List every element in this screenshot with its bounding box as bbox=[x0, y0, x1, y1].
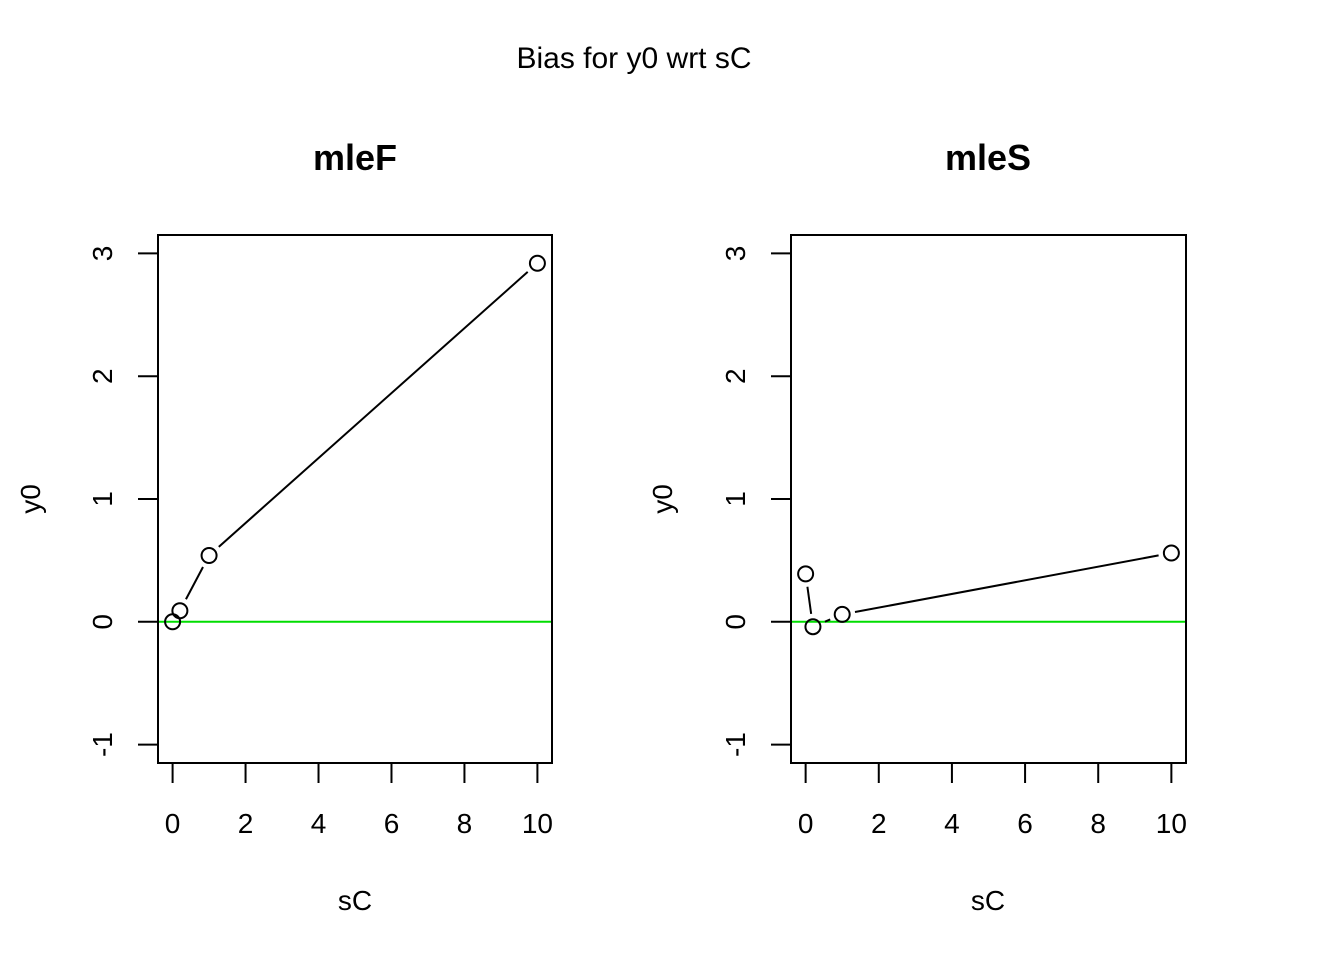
x-tick-label: 2 bbox=[238, 808, 254, 839]
series-segment bbox=[824, 618, 831, 623]
plot-marks bbox=[158, 254, 552, 631]
y-axis-label: y0 bbox=[15, 484, 46, 514]
y-axis-label: y0 bbox=[647, 484, 678, 514]
y-tick-label: 2 bbox=[720, 368, 751, 384]
x-tick-label: 4 bbox=[311, 808, 327, 839]
x-axis-label: sC bbox=[338, 885, 372, 916]
data-point bbox=[804, 618, 822, 636]
panel-mleF: mleF sC y0 0 2 4 6 8 10 -1 0 1 2 3 bbox=[15, 137, 553, 916]
series-segment bbox=[218, 271, 529, 548]
x-tick-label: 6 bbox=[1017, 808, 1033, 839]
panel-title: mleS bbox=[945, 137, 1031, 178]
plot-frame bbox=[157, 234, 553, 764]
data-point bbox=[833, 605, 851, 623]
x-tick-label: 2 bbox=[871, 808, 887, 839]
y-tick-label: -1 bbox=[87, 732, 118, 757]
data-point bbox=[797, 565, 815, 583]
x-axis-label: sC bbox=[971, 885, 1005, 916]
panel-title: mleF bbox=[313, 137, 397, 178]
y-tick-label: 0 bbox=[720, 614, 751, 630]
x-tick-label: 4 bbox=[944, 808, 960, 839]
plot-frame bbox=[790, 234, 1187, 764]
y-tick-label: 1 bbox=[87, 491, 118, 507]
y-tick-label: 0 bbox=[87, 614, 118, 630]
data-point bbox=[1162, 544, 1180, 562]
x-tick-label: 8 bbox=[457, 808, 473, 839]
x-tick-label: 10 bbox=[1156, 808, 1187, 839]
panel-mleS: mleS sC y0 0 2 4 6 8 10 -1 0 1 2 3 bbox=[647, 137, 1187, 916]
x-tick-label: 6 bbox=[384, 808, 400, 839]
figure-title: Bias for y0 wrt sC bbox=[516, 42, 751, 75]
y-tick-label: 3 bbox=[720, 246, 751, 262]
series-segment bbox=[854, 554, 1159, 614]
series-segment bbox=[806, 586, 813, 614]
y-tick-label: -1 bbox=[720, 732, 751, 757]
data-point bbox=[200, 546, 218, 564]
series-segment bbox=[185, 566, 204, 600]
data-point bbox=[171, 602, 189, 620]
x-tick-label: 0 bbox=[798, 808, 814, 839]
x-tick-label: 8 bbox=[1090, 808, 1106, 839]
y-tick-label: 3 bbox=[87, 246, 118, 262]
x-tick-label: 0 bbox=[165, 808, 181, 839]
y-tick-label: 1 bbox=[720, 491, 751, 507]
y-tick-label: 2 bbox=[87, 368, 118, 384]
plot-marks bbox=[791, 544, 1186, 636]
x-tick-label: 10 bbox=[522, 808, 553, 839]
data-point bbox=[528, 254, 546, 272]
